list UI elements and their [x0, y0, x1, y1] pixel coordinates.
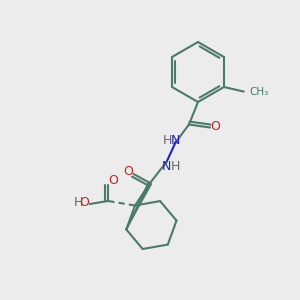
- Text: O: O: [123, 165, 133, 178]
- Text: N: N: [171, 134, 180, 148]
- Text: H: H: [162, 134, 172, 148]
- Text: N: N: [162, 160, 171, 173]
- Text: O: O: [80, 196, 89, 209]
- Polygon shape: [126, 182, 152, 230]
- Text: H: H: [74, 196, 83, 209]
- Text: CH₃: CH₃: [249, 86, 268, 97]
- Text: O: O: [211, 119, 220, 133]
- Text: O: O: [109, 174, 118, 188]
- Text: H: H: [171, 160, 180, 173]
